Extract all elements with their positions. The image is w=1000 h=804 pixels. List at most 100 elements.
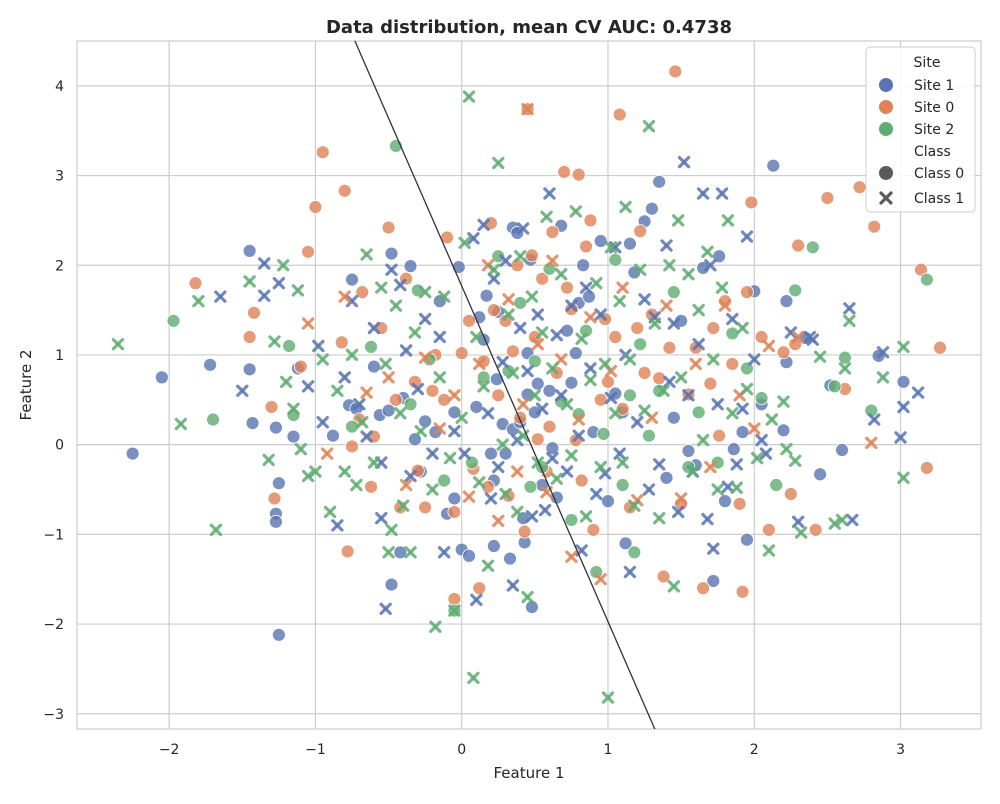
site2-class1-point — [389, 299, 403, 312]
site0-class0-point — [293, 359, 308, 374]
site1-class1-point — [426, 447, 439, 460]
site1-class1-point — [726, 312, 739, 326]
site0-class1-point — [689, 357, 702, 371]
site0-class0-point — [267, 491, 282, 506]
site1-class1-point — [806, 333, 819, 346]
site2-class1-point — [367, 456, 381, 469]
site0-class1-point — [674, 492, 688, 505]
site0-class0-point — [612, 107, 627, 122]
site2-class1-point — [277, 259, 290, 272]
site1-class1-point — [481, 407, 495, 420]
site2-class1-point — [835, 513, 849, 527]
site2-class0-point — [788, 283, 803, 298]
site2-class1-point — [338, 465, 351, 478]
site1-class0-point — [735, 425, 750, 439]
site1-class1-point — [538, 503, 552, 517]
site0-class1-point — [531, 337, 544, 351]
site1-class1-point — [594, 308, 607, 321]
site0-class1-point — [718, 299, 732, 312]
site2-class1-point — [528, 389, 542, 402]
site2-class1-point — [828, 517, 841, 530]
site0-class0-point — [334, 335, 349, 350]
site0-class0-point — [491, 388, 506, 403]
site2-class1-point — [633, 263, 647, 276]
site1-class0-point — [345, 272, 359, 287]
site0-class0-point — [557, 165, 572, 179]
site2-class0-point — [596, 426, 611, 441]
site1-class1-point — [707, 542, 720, 555]
site1-class0-point — [618, 536, 633, 551]
site2-class1-point — [531, 456, 544, 469]
site1-class1-point — [667, 317, 681, 330]
site0-class1-point — [502, 293, 515, 306]
chart-title: Data distribution, mean CV AUC: 0.4738 — [326, 17, 732, 38]
site2-class1-point — [657, 384, 670, 398]
site0-class0-point — [308, 200, 323, 214]
data-points — [111, 64, 947, 704]
site0-class1-point — [565, 550, 578, 563]
site0-class0-point — [571, 167, 586, 182]
site0-class0-point — [388, 392, 403, 407]
x-tick-label: 0 — [457, 742, 466, 758]
site0-class1-point — [584, 311, 597, 324]
x-tick-label: 3 — [896, 742, 905, 758]
site2-class1-point — [740, 382, 754, 396]
site2-class1-point — [301, 469, 315, 483]
site2-class1-point — [462, 90, 476, 103]
site1-class1-point — [677, 155, 691, 169]
site1-class1-point — [418, 312, 432, 326]
site1-class1-point — [740, 230, 754, 243]
site2-class1-point — [594, 460, 607, 474]
site1-class1-point — [894, 431, 907, 444]
site0-class1-point — [511, 465, 524, 478]
site1-class1-point — [584, 362, 597, 375]
site1-class1-point — [631, 416, 644, 429]
y-tick-label: 3 — [55, 169, 64, 185]
site1-class0-point — [896, 374, 911, 389]
site2-class1-point — [511, 505, 524, 519]
chart-legend: Site Site 1 Site 0 Site 2 Class Class 0 … — [865, 46, 976, 213]
site0-class0-point — [486, 303, 501, 318]
site2-class1-point — [619, 200, 632, 214]
y-tick-label: 4 — [55, 79, 64, 95]
site0-class0-point — [337, 183, 352, 198]
y-tick-label: −3 — [43, 707, 64, 723]
site0-class1-point — [748, 422, 761, 435]
site0-class0-point — [668, 64, 683, 79]
site2-class1-point — [294, 442, 308, 456]
site2-class1-point — [262, 453, 275, 467]
site1-class1-point — [338, 371, 351, 384]
site2-class0-point — [769, 478, 784, 492]
site0-class1-point — [320, 447, 334, 460]
legend-site0-swatch — [879, 100, 893, 114]
site1-class0-point — [659, 470, 674, 485]
site2-class1-point — [360, 248, 373, 261]
y-tick-label: 1 — [55, 348, 64, 364]
x-tick-label: 1 — [604, 742, 613, 758]
site1-class1-point — [660, 239, 673, 252]
site0-class0-point — [919, 461, 934, 475]
site2-class1-point — [443, 451, 457, 465]
site1-class0-point — [269, 514, 283, 529]
site1-class1-point — [843, 302, 856, 315]
site0-class0-point — [345, 439, 359, 454]
site2-class1-point — [696, 433, 710, 447]
site1-class1-point — [367, 321, 381, 335]
site0-class1-point — [554, 353, 568, 366]
site0-class0-point — [601, 374, 615, 389]
site2-class0-point — [666, 285, 681, 300]
site2-class1-point — [455, 411, 468, 424]
site1-class1-point — [499, 254, 512, 267]
site0-class1-point — [546, 254, 559, 267]
site1-class1-point — [360, 430, 373, 443]
site1-class1-point — [565, 299, 578, 312]
site0-class0-point — [735, 584, 750, 599]
site2-class0-point — [838, 350, 852, 365]
site2-class1-point — [750, 451, 764, 465]
site1-class1-point — [496, 355, 509, 369]
site2-class1-point — [590, 276, 603, 290]
site2-class1-point — [777, 395, 790, 408]
site2-class1-point — [426, 483, 439, 496]
y-tick-label: −1 — [43, 527, 64, 543]
